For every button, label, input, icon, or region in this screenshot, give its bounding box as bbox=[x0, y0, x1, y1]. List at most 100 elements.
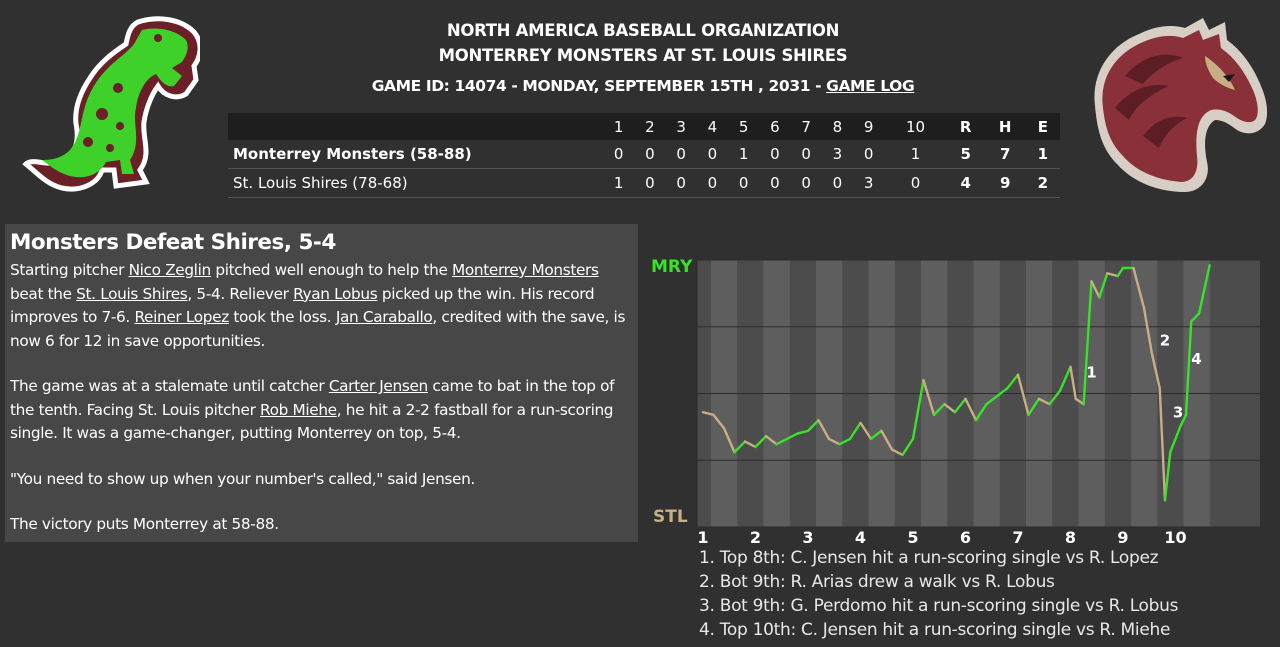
team-link-monterrey-monsters[interactable]: Monterrey Monsters bbox=[452, 261, 599, 279]
win-probability-segment bbox=[911, 378, 925, 441]
article-text: took the loss. bbox=[228, 308, 336, 326]
inning-score: 0 bbox=[665, 140, 697, 169]
key-plays-legend: 1. Top 8th: C. Jensen hit a run-scoring … bbox=[699, 546, 1178, 642]
key-play-item: 3. Bot 9th: G. Perdomo hit a run-scoring… bbox=[699, 596, 1179, 616]
win-probability-segment bbox=[1098, 272, 1109, 299]
win-probability-segment bbox=[932, 402, 946, 417]
win-probability-segment bbox=[880, 429, 894, 451]
shires-logo bbox=[1085, 16, 1275, 196]
inning-score: 1 bbox=[884, 140, 947, 169]
inning-score: 0 bbox=[759, 140, 791, 169]
win-probability-segment bbox=[722, 427, 736, 454]
player-link-reiner-lopez[interactable]: Reiner Lopez bbox=[134, 308, 229, 326]
inning-score: 0 bbox=[696, 140, 728, 169]
key-play-item: 1. Top 8th: C. Jensen hit a run-scoring … bbox=[699, 548, 1159, 568]
article-text: came to bat in the top of the tenth. Fac… bbox=[10, 377, 615, 419]
win-probability-segment bbox=[890, 448, 904, 457]
win-probability-segment bbox=[796, 429, 810, 435]
home-runs: 4 bbox=[946, 168, 985, 198]
inning-score: 0 bbox=[603, 140, 635, 169]
win-probability-segment bbox=[964, 397, 978, 422]
inning-score: 0 bbox=[665, 168, 697, 198]
win-probability-segment bbox=[1027, 397, 1041, 417]
win-probability-segment bbox=[764, 435, 778, 446]
inning-score: 0 bbox=[790, 140, 822, 169]
inning-score: 0 bbox=[634, 140, 666, 169]
game-log-link[interactable]: GAME LOG bbox=[826, 77, 915, 95]
x-axis-tick-label: 4 bbox=[855, 528, 866, 545]
article-paragraph: Starting pitcher Nico Zeglin pitched wel… bbox=[10, 259, 630, 353]
win-probability-segment bbox=[869, 429, 883, 441]
win-probability-segment bbox=[848, 421, 862, 441]
player-link-ryan-lobus[interactable]: Ryan Lobus bbox=[293, 284, 378, 303]
win-probability-segment bbox=[922, 378, 936, 417]
game-id-text: GAME ID: 14074 - MONDAY, SEPTEMBER 15TH … bbox=[371, 77, 827, 95]
x-axis-tick-label: 9 bbox=[1117, 528, 1128, 545]
away-runs: 5 bbox=[946, 140, 985, 169]
linescore-home-row: St. Louis Shires (78-68) 1 0 0 0 0 0 0 0… bbox=[228, 168, 1060, 198]
x-axis-tick-label: 5 bbox=[907, 528, 918, 545]
errors-header: E bbox=[1025, 113, 1060, 140]
win-probability-segment bbox=[1048, 389, 1062, 406]
inning-header: 7 bbox=[790, 113, 822, 140]
inning-header: 3 bbox=[665, 113, 697, 140]
inning-header: 1 bbox=[603, 113, 635, 140]
matchup-title: MONTERREY MONSTERS AT ST. LOUIS SHIRES bbox=[438, 46, 848, 65]
game-recap-article: Monsters Defeat Shires, 5-4 Starting pit… bbox=[5, 224, 638, 542]
article-text: picked up the win. His record improves t… bbox=[10, 284, 595, 327]
win-probability-segment bbox=[901, 437, 915, 457]
win-probability-segment bbox=[953, 397, 967, 414]
win-probability-segment bbox=[754, 435, 768, 449]
inning-header: 4 bbox=[696, 113, 728, 140]
win-probability-segment bbox=[775, 437, 789, 446]
league-name: NORTH AMERICA BASEBALL ORGANIZATION bbox=[446, 21, 840, 40]
win-probability-segment bbox=[974, 402, 988, 422]
win-probability-segment bbox=[1197, 264, 1211, 315]
inning-score: 0 bbox=[821, 168, 853, 198]
win-probability-segment bbox=[817, 418, 831, 441]
inning-score: 3 bbox=[821, 140, 853, 169]
key-play-marker: 4 bbox=[1191, 350, 1201, 368]
win-probability-segment bbox=[1116, 266, 1125, 278]
y-axis-bottom-label: STL bbox=[653, 507, 688, 527]
article-text: , 5-4. Reliever bbox=[187, 284, 294, 303]
player-link-nico-zeglin[interactable]: Nico Zeglin bbox=[128, 261, 212, 279]
linescore-table: 1 2 3 4 5 6 7 8 9 10 R H E Monterrey Mon… bbox=[228, 113, 1060, 198]
article-text: Starting pitcher bbox=[10, 261, 129, 279]
inning-header: 8 bbox=[821, 113, 853, 140]
game-id-line: GAME ID: 14074 - MONDAY, SEPTEMBER 15TH … bbox=[300, 74, 986, 99]
inning-score: 0 bbox=[759, 168, 791, 198]
x-axis-tick-label: 3 bbox=[802, 528, 813, 545]
inning-score: 0 bbox=[790, 168, 822, 198]
linescore-header-row: 1 2 3 4 5 6 7 8 9 10 R H E bbox=[228, 113, 1060, 140]
away-team-name: Monterrey Monsters (58-88) bbox=[228, 140, 603, 169]
win-probability-segment bbox=[1184, 320, 1193, 417]
key-play-marker: 1 bbox=[1086, 363, 1096, 381]
x-axis-tick-label: 10 bbox=[1164, 528, 1186, 545]
player-link-carter-jensen[interactable]: Carter Jensen bbox=[328, 377, 428, 395]
win-probability-chart: MRY STL 1 2 3 4 1 2 3 4 5 6 7 8 9 10 bbox=[651, 257, 1260, 545]
win-probability-segment bbox=[859, 421, 873, 441]
away-errors: 1 bbox=[1025, 140, 1060, 169]
game-header: NORTH AMERICA BASEBALL ORGANIZATION MONT… bbox=[300, 18, 986, 99]
x-axis-tick-label: 8 bbox=[1065, 528, 1076, 545]
player-link-rob-miehe[interactable]: Rob Miehe bbox=[260, 400, 337, 419]
x-axis-tick-label: 2 bbox=[750, 528, 761, 545]
article-text: , he hit a 2-2 fastball for a run-scorin… bbox=[10, 400, 614, 443]
inning-score: 1 bbox=[728, 140, 760, 169]
inning-header: 5 bbox=[728, 113, 760, 140]
inning-score: 0 bbox=[853, 140, 885, 169]
win-probability-segment bbox=[1163, 451, 1172, 502]
win-probability-segment bbox=[943, 402, 957, 414]
linescore-away-row: Monterrey Monsters (58-88) 0 0 0 0 1 0 0… bbox=[228, 140, 1060, 169]
dinosaur-logo-icon bbox=[22, 16, 203, 192]
win-probability-segment bbox=[838, 437, 852, 446]
player-link-jan-caraballo[interactable]: Jan Caraballo bbox=[335, 308, 433, 326]
win-probability-segment bbox=[1069, 365, 1077, 401]
horse-logo-icon bbox=[1094, 18, 1268, 192]
team-link-st-louis-shires[interactable]: St. Louis Shires bbox=[76, 284, 188, 303]
chart-gridlines bbox=[696, 259, 1260, 528]
win-probability-segment bbox=[1037, 397, 1051, 406]
inning-header: 2 bbox=[634, 113, 666, 140]
key-play-item: 2. Bot 9th: R. Arias drew a walk vs R. L… bbox=[699, 572, 1055, 592]
